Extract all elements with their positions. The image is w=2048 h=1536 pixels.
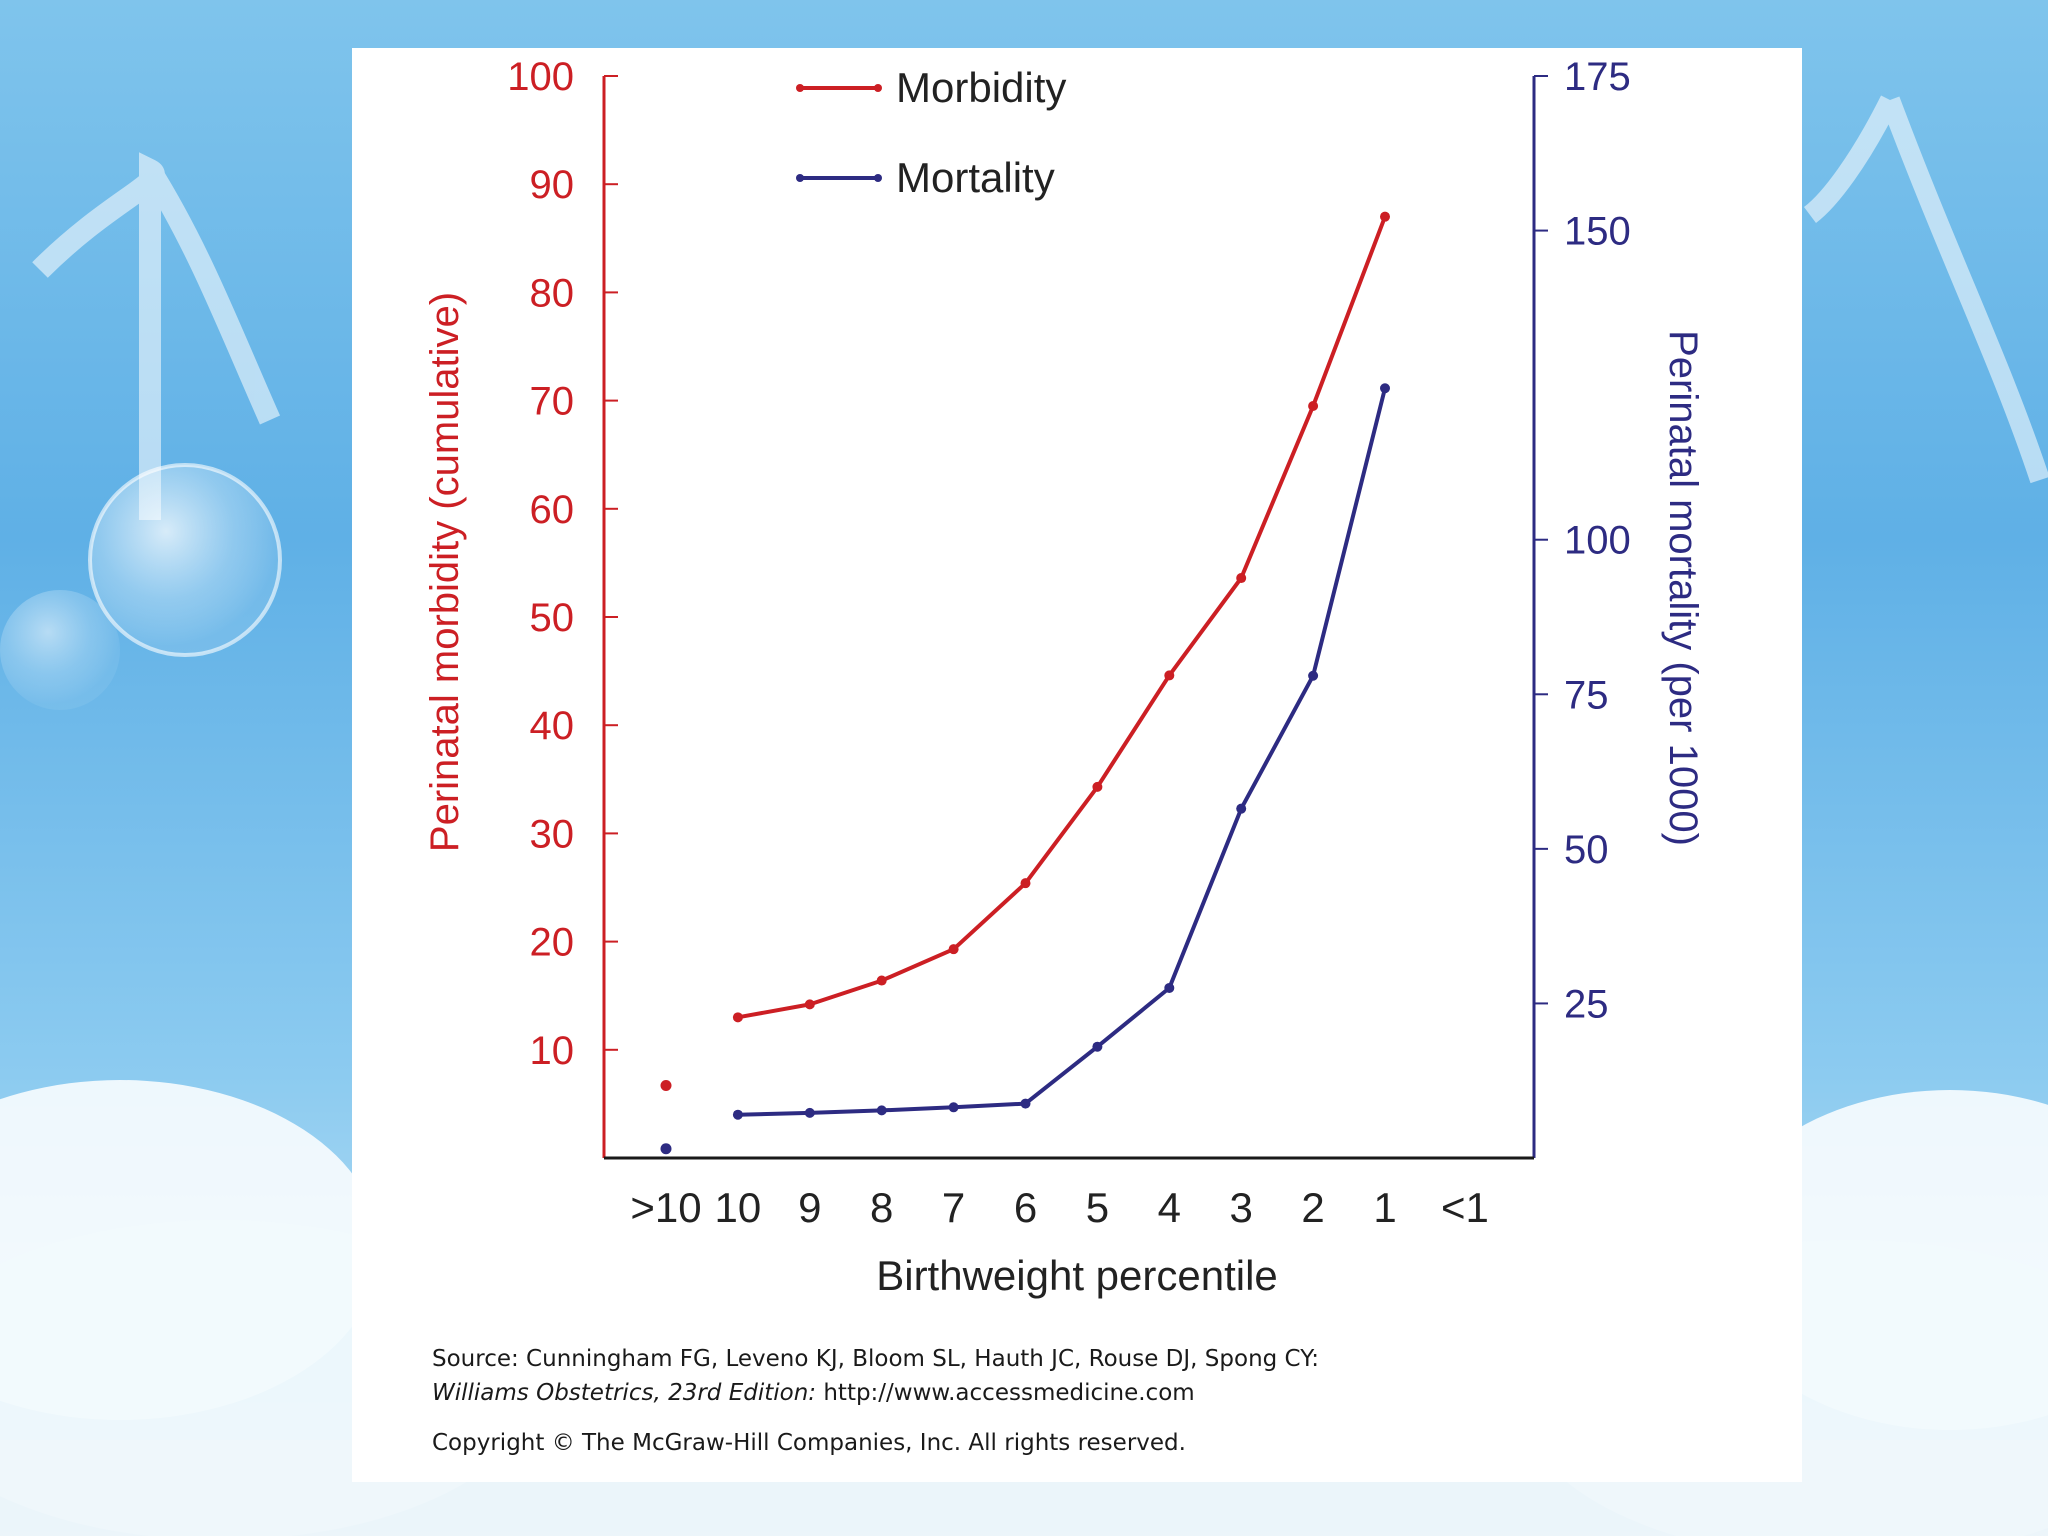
x-tick-label: 8 (870, 1184, 893, 1231)
morbidity-point (1308, 401, 1319, 412)
x-tick-label: 10 (715, 1184, 762, 1231)
series-layer (660, 211, 1390, 1155)
mortality-point (1164, 982, 1175, 993)
x-tick-label: 6 (1014, 1184, 1037, 1231)
mortality-point (732, 1109, 743, 1120)
mortality-point (948, 1102, 959, 1113)
bubble-left-icon (88, 463, 282, 657)
right-tick-label: 75 (1564, 673, 1609, 717)
right-tick-label: 100 (1564, 519, 1631, 563)
source-url[interactable]: http://www.accessmedicine.com (823, 1380, 1195, 1406)
mortality-isolated-point (660, 1143, 672, 1155)
x-tick-label: 9 (798, 1184, 821, 1231)
morbidity-legend-marker (874, 84, 882, 92)
mortality-legend-label: Mortality (896, 154, 1055, 201)
x-axis: >10 10 9 8 7 6 5 4 3 2 1 <1 (604, 1156, 1534, 1231)
x-tick-label: >10 (630, 1184, 701, 1231)
left-tick-label: 30 (530, 812, 575, 856)
right-tick-label: 175 (1564, 55, 1631, 99)
mortality-legend-marker (796, 174, 804, 182)
mortality-point (1380, 383, 1390, 394)
mortality-point (876, 1105, 887, 1116)
mortality-point (804, 1107, 815, 1118)
morbidity-point (1236, 573, 1247, 584)
morbidity-isolated-point (660, 1080, 672, 1092)
left-tick-label: 90 (530, 163, 575, 207)
morbidity-point (1020, 878, 1031, 889)
right-y-axis: 25 50 75 100 150 175 (1532, 55, 1631, 1158)
mortality-point (1236, 803, 1247, 814)
music-note-left-icon (32, 152, 281, 520)
mortality-legend-marker (874, 174, 882, 182)
left-tick-label: 20 (530, 921, 575, 965)
x-axis-title: Birthweight percentile (876, 1252, 1278, 1299)
x-tick-label: 5 (1086, 1184, 1109, 1231)
morbidity-legend-marker (796, 84, 804, 92)
morbidity-line (737, 215, 1387, 1020)
source-citation: Source: Cunningham FG, Leveno KJ, Bloom … (432, 1346, 1319, 1372)
morbidity-point (1380, 211, 1390, 222)
mortality-point (1020, 1098, 1031, 1109)
left-tick-label: 10 (530, 1029, 575, 1073)
left-axis-title: Perinatal morbidity (cumulative) (423, 292, 467, 852)
copyright-notice: Copyright © The McGraw-Hill Companies, I… (432, 1430, 1186, 1456)
x-tick-label: 3 (1230, 1184, 1253, 1231)
morbidity-point (1164, 670, 1175, 681)
right-axis-title: Perinatal mortality (per 1000) (1661, 330, 1705, 846)
x-tick-label: 2 (1301, 1184, 1324, 1231)
source-book-title: Williams Obstetrics, 23rd Edition: (432, 1380, 817, 1406)
left-tick-label: 100 (507, 55, 574, 99)
left-tick-label: 80 (530, 271, 575, 315)
chart-legend: Morbidity Mortality (796, 64, 1066, 201)
source-reference: Williams Obstetrics, 23rd Edition: http:… (432, 1380, 1772, 1406)
left-y-axis: 10 20 30 40 50 60 70 80 90 100 (507, 55, 618, 1158)
left-tick-label: 70 (530, 380, 575, 424)
morbidity-legend-label: Morbidity (896, 64, 1066, 111)
x-tick-label: <1 (1441, 1184, 1489, 1231)
music-note-right-icon (1803, 95, 2048, 484)
right-tick-label: 150 (1564, 210, 1631, 254)
morbidity-point (1092, 781, 1103, 792)
morbidity-point (804, 999, 815, 1010)
morbidity-point (948, 944, 959, 955)
morbidity-point (732, 1012, 743, 1023)
left-tick-label: 60 (530, 488, 575, 532)
x-tick-label: 4 (1158, 1184, 1181, 1231)
mortality-line (737, 387, 1387, 1117)
mortality-point (1308, 670, 1319, 681)
right-tick-label: 25 (1564, 982, 1609, 1026)
right-tick-label: 50 (1564, 828, 1609, 872)
x-tick-label: 1 (1373, 1184, 1396, 1231)
left-tick-label: 40 (530, 704, 575, 748)
figure-panel: 10 20 30 40 50 60 70 80 90 100 25 50 75 100 150 175 >1… (352, 48, 1802, 1482)
morbidity-point (876, 975, 887, 986)
mortality-point (1092, 1041, 1103, 1052)
left-tick-label: 50 (530, 596, 575, 640)
x-tick-label: 7 (942, 1184, 965, 1231)
